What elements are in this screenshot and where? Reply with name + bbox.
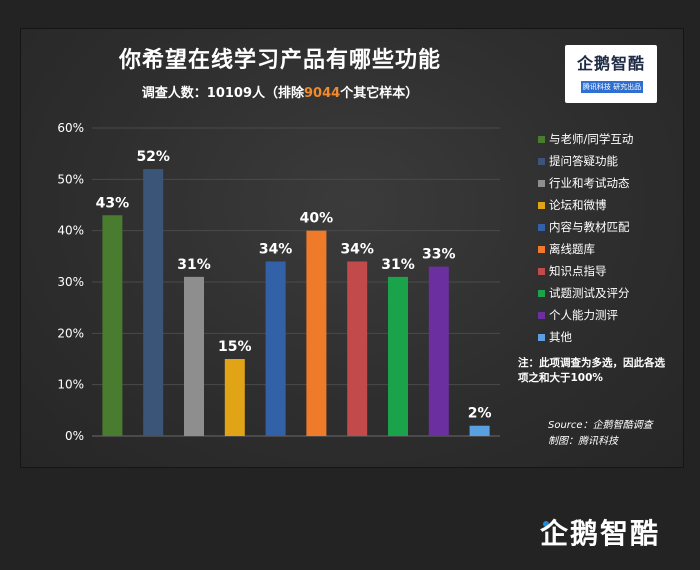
bar [102, 215, 123, 436]
bar-value-label: 43% [96, 195, 130, 211]
bar [428, 266, 449, 436]
bottom-logo-dot-icon [543, 521, 549, 527]
legend-item: 论坛和微博 [538, 196, 607, 214]
subtitle-highlight: 9044 [304, 86, 341, 101]
bar [224, 359, 245, 436]
legend-item: 其他 [538, 328, 572, 346]
legend-item: 提问答疑功能 [538, 152, 618, 170]
bar-value-label: 31% [381, 257, 415, 273]
bar-value-label: 31% [177, 257, 211, 273]
y-tick-label: 60% [57, 121, 84, 135]
legend-swatch [538, 201, 545, 209]
bar-value-label: 40% [300, 211, 334, 227]
bar [306, 230, 327, 436]
y-tick-label: 20% [57, 326, 84, 340]
legend-swatch [538, 245, 545, 253]
bar-value-label: 34% [259, 241, 293, 257]
legend-label: 个人能力测评 [549, 308, 618, 322]
bar-value-label: 52% [136, 149, 170, 165]
legend-label: 试题测试及评分 [549, 286, 630, 300]
legend-swatch [538, 223, 545, 231]
bar [347, 261, 368, 436]
legend-item: 与老师/同学互动 [538, 130, 633, 148]
brand-logo-tagline: 腾讯科技 研究出品 [581, 81, 643, 93]
legend-label: 内容与教材匹配 [549, 220, 630, 234]
credit-text: 制图：腾讯科技 [548, 436, 618, 447]
bar-value-label: 34% [340, 241, 374, 257]
brand-logo: 企鹅智酷 腾讯科技 研究出品 [565, 45, 657, 103]
legend-label: 离线题库 [549, 242, 595, 256]
bar-value-label: 33% [422, 247, 456, 263]
legend-swatch [538, 311, 545, 319]
brand-logo-name: 企鹅智酷 [576, 54, 645, 73]
bar [469, 425, 490, 436]
source-text: Source：企鹅智酷调查 [548, 420, 653, 431]
legend-label: 行业和考试动态 [549, 176, 630, 190]
legend-swatch [538, 135, 545, 143]
bar [143, 169, 164, 437]
bottom-brand-logo: 企鹅智酷 [540, 517, 661, 550]
legend-swatch [538, 157, 545, 165]
legend-label: 提问答疑功能 [549, 154, 618, 168]
legend-swatch [538, 179, 545, 187]
legend-item: 离线题库 [538, 240, 595, 258]
y-tick-label: 40% [57, 224, 84, 238]
bar-value-label: 2% [468, 406, 492, 422]
y-tick-label: 10% [57, 378, 84, 392]
legend-item: 知识点指导 [538, 262, 607, 280]
chart-subtitle: 调查人数：10109人（排除9044个其它样本） [0, 82, 560, 101]
legend-item: 个人能力测评 [538, 306, 618, 324]
legend-swatch [538, 267, 545, 275]
legend-item: 内容与教材匹配 [538, 218, 630, 236]
legend-item: 行业和考试动态 [538, 174, 630, 192]
bar [184, 276, 204, 436]
y-tick-label: 30% [57, 275, 84, 289]
legend-label: 其他 [549, 330, 572, 344]
subtitle-suffix: 个其它样本） [340, 86, 419, 101]
bar-value-label: 15% [218, 339, 252, 355]
legend-swatch [538, 333, 545, 341]
legend-swatch [538, 289, 545, 297]
bar [388, 276, 408, 436]
legend-label: 论坛和微博 [549, 198, 607, 212]
y-tick-label: 50% [57, 172, 84, 186]
y-tick-label: 0% [65, 429, 84, 443]
bar [265, 261, 286, 436]
chart-title: 你希望在线学习产品有哪些功能 [118, 48, 441, 73]
legend-label: 与老师/同学互动 [549, 132, 634, 146]
subtitle-prefix: 调查人数：10109人（排除 [141, 86, 305, 101]
survey-note: 注：此项调查为多选，因此各选项之和大于100% [518, 357, 665, 384]
legend-item: 试题测试及评分 [538, 284, 630, 302]
legend-label: 知识点指导 [549, 264, 607, 278]
